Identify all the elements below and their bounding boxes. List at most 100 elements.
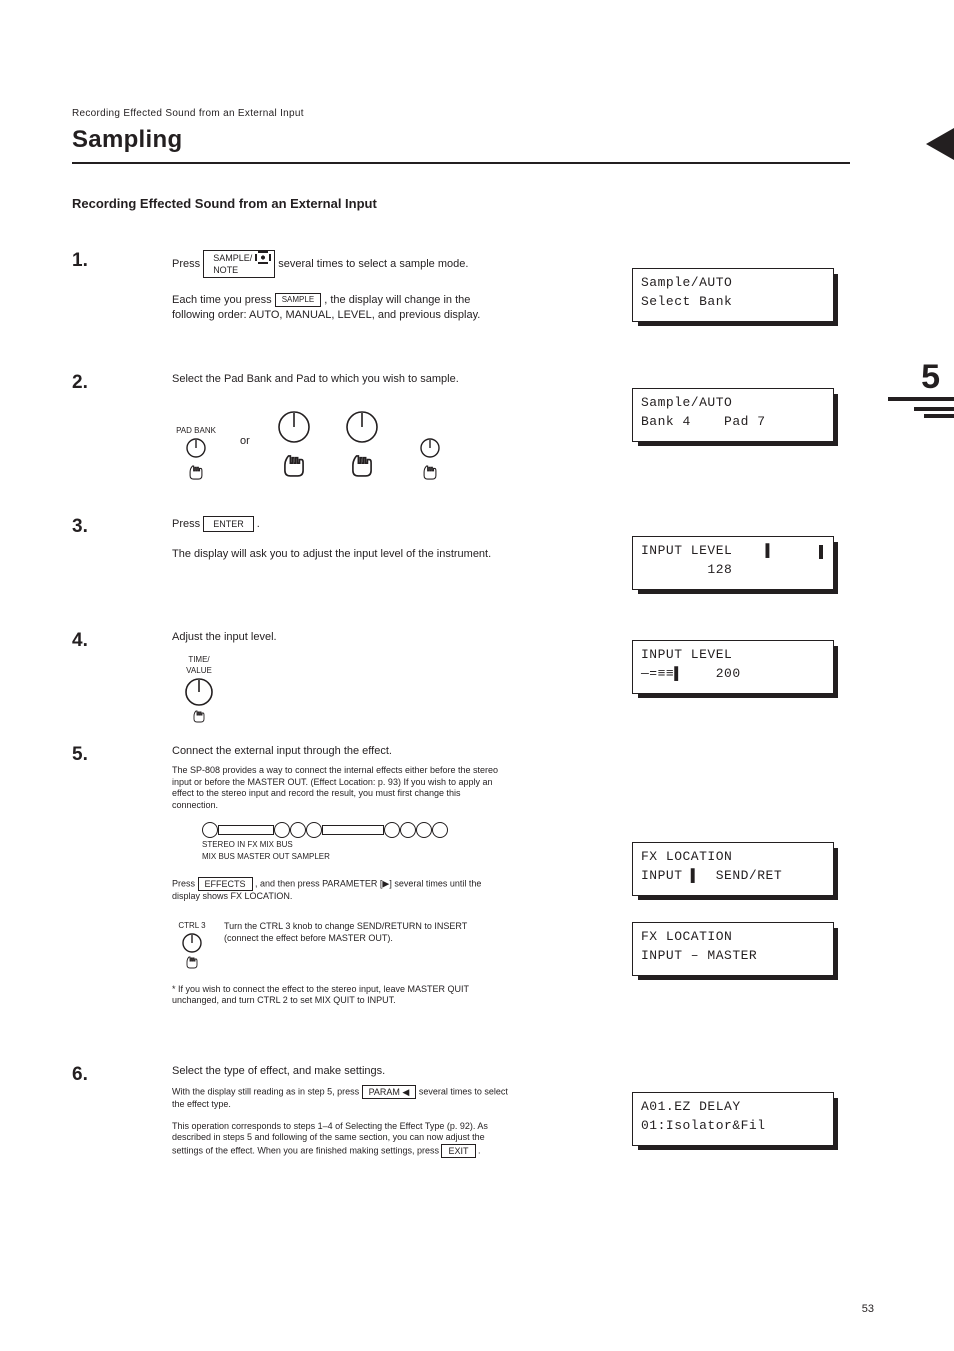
page-number: 53 — [862, 1303, 874, 1315]
lcd-step-5b: FX LOCATION INPUT – MASTER — [632, 922, 832, 976]
step-number: 4. — [72, 630, 88, 652]
lcd-line-1: INPUT LEVEL — [641, 647, 732, 662]
hand-icon — [342, 445, 382, 485]
step-3-body: Press ENTER . The display will ask you t… — [172, 516, 492, 562]
step-4-text-a: Adjust the input level. — [172, 631, 277, 643]
step-6-body: Select the type of effect, and make sett… — [172, 1064, 512, 1158]
step-number: 6. — [72, 1064, 88, 1086]
lcd-line-2: —=≡≡▌ 200 — [641, 666, 741, 681]
lcd-line-2: INPUT – MASTER — [641, 948, 757, 963]
step-3-text-c: The display will ask you to adjust the i… — [172, 548, 491, 560]
step-5-press-a: Press — [172, 879, 198, 889]
chapter-tab: 5 — [888, 358, 954, 418]
step-6-para-a: With the display still reading as in ste… — [172, 1085, 512, 1111]
lcd-line-1: FX LOCATION — [641, 929, 732, 944]
lcd-line-1: Sample/AUTO — [641, 275, 732, 290]
dial-icon — [181, 676, 217, 712]
step-5-press: Press EFFECTS , and then press PARAMETER… — [172, 877, 502, 903]
step-6-para-b: This operation corresponds to steps 1–4 … — [172, 1121, 512, 1158]
chapter-marker-triangle — [926, 128, 954, 160]
lcd-line-2: INPUT ▌ SEND/RET — [641, 868, 782, 883]
enter-key: ENTER — [203, 516, 254, 532]
hand-icon — [188, 708, 210, 724]
step-1-text-b: several times to select a sample mode. — [278, 258, 468, 270]
section-heading: Recording Effected Sound from an Externa… — [72, 196, 377, 211]
step-6-text-a: Select the type of effect, and make sett… — [172, 1065, 385, 1077]
page-title: Sampling — [72, 126, 182, 154]
sig-node-icon — [274, 822, 290, 838]
sig-caption-2: MIX BUS MASTER OUT SAMPLER — [202, 852, 502, 863]
hand-icon — [181, 954, 203, 970]
lcd-step-4: INPUT LEVEL —=≡≡▌ 200 — [632, 640, 832, 694]
lcd-cursor-icon — [819, 545, 823, 559]
param-key: PARAM ◀ — [362, 1085, 417, 1099]
step-5-ctrl3-row: CTRL 3 Turn the CTRL 3 knob to change SE… — [172, 921, 502, 970]
dial-icon — [274, 409, 314, 449]
step-5-text-a: Connect the external input through the e… — [172, 745, 392, 757]
step-6-body-a: With the display still reading as in ste… — [172, 1086, 362, 1096]
dial-label: CTRL 3 — [178, 921, 205, 932]
sig-node-icon — [290, 822, 306, 838]
step-2-body: Select the Pad Bank and Pad to which you… — [172, 372, 492, 485]
step-6-body-c: This operation corresponds to steps 1–4 … — [172, 1121, 488, 1156]
sig-bar — [218, 825, 274, 835]
lcd-line-2: 01:Isolator&Fil — [641, 1118, 766, 1133]
lcd-line-2: Bank 4 Pad 7 — [641, 414, 766, 429]
sample-note-key-inline: SAMPLE — [275, 293, 321, 307]
step-number: 5. — [72, 744, 88, 766]
sig-bar — [322, 825, 384, 835]
page: 5 Recording Effected Sound from an Exter… — [0, 0, 954, 1351]
sig-node-icon — [384, 822, 400, 838]
step-5-note: * If you wish to connect the effect to t… — [172, 984, 502, 1007]
step-2-dials: PAD BANK or — [172, 399, 492, 485]
step-3-text-a: Press — [172, 518, 203, 530]
lcd-step-5a: FX LOCATION INPUT ▌ SEND/RET — [632, 842, 832, 896]
sig-caption-1: STEREO IN FX MIX BUS — [202, 840, 502, 851]
dial-pad-bank: PAD BANK — [172, 427, 220, 485]
sig-node-icon — [416, 822, 432, 838]
running-head: Recording Effected Sound from an Externa… — [72, 108, 304, 119]
chapter-tab-bars — [888, 407, 954, 418]
dial-big-2 — [338, 399, 386, 485]
lcd-line-1: A01.EZ DELAY — [641, 1099, 741, 1114]
effects-key: EFFECTS — [198, 877, 253, 891]
title-rule — [72, 162, 850, 164]
lcd-line-2: 128 — [641, 562, 732, 577]
step-1-body: Press SAMPLE/ NOTE several times to sele… — [172, 250, 492, 323]
sig-node-icon — [202, 822, 218, 838]
dial-label: TIME/ VALUE — [186, 655, 212, 677]
signal-flow-diagram: STEREO IN FX MIX BUS MIX BUS MASTER OUT … — [202, 822, 502, 864]
step-3-text-b: . — [257, 518, 260, 530]
dial-label: PAD BANK — [176, 427, 216, 435]
step-5-para: The SP-808 provides a way to connect the… — [172, 765, 502, 812]
lcd-step-1: Sample/AUTO Select Bank — [632, 268, 832, 322]
hand-icon — [274, 445, 314, 485]
step-1-text-a: Press — [172, 258, 203, 270]
sig-node-icon — [432, 822, 448, 838]
step-number: 3. — [72, 516, 88, 538]
sig-node-icon — [400, 822, 416, 838]
step-4-body: Adjust the input level. TIME/ VALUE — [172, 630, 492, 724]
chapter-number: 5 — [888, 358, 954, 401]
lcd-line-1: Sample/AUTO — [641, 395, 732, 410]
step-number: 2. — [72, 372, 88, 394]
step-number: 1. — [72, 250, 88, 272]
dial-small-2 — [406, 427, 454, 485]
step-2-or: or — [240, 434, 250, 449]
step-5-ctrl-text: Turn the CTRL 3 knob to change SEND/RETU… — [224, 921, 502, 944]
dial-icon — [342, 409, 382, 449]
lcd-line-1: FX LOCATION — [641, 849, 732, 864]
lcd-step-3: INPUT LEVEL ▌ 128 — [632, 536, 832, 590]
step-2-text-a: Select the Pad Bank and Pad to which you… — [172, 373, 459, 385]
lcd-line-1: INPUT LEVEL ▌ — [641, 543, 774, 558]
lcd-step-2: Sample/AUTO Bank 4 Pad 7 — [632, 388, 832, 442]
exit-key: EXIT — [441, 1144, 475, 1158]
lcd-line-2: Select Bank — [641, 294, 732, 309]
sig-node-icon — [306, 822, 322, 838]
hand-icon — [417, 459, 443, 485]
sample-note-key: SAMPLE/ NOTE — [203, 250, 275, 278]
dial-big-1 — [270, 399, 318, 485]
hand-icon — [183, 459, 209, 485]
step-5-body: Connect the external input through the e… — [172, 744, 502, 1007]
step-1-text-c: Each time you press — [172, 294, 275, 306]
